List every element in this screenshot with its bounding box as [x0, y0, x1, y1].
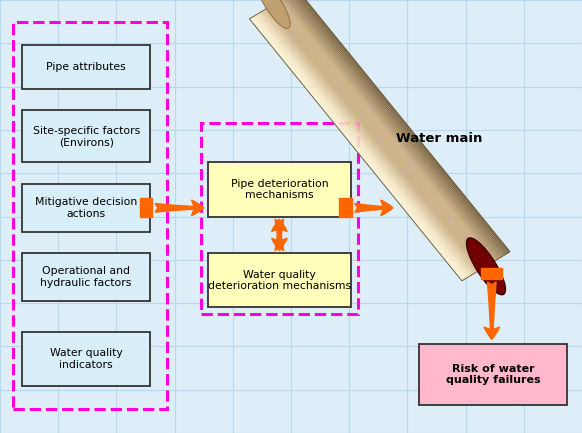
Polygon shape — [294, 0, 508, 254]
Polygon shape — [265, 9, 479, 271]
Text: Pipe attributes: Pipe attributes — [46, 62, 126, 72]
Polygon shape — [270, 6, 484, 268]
FancyBboxPatch shape — [419, 344, 567, 405]
Polygon shape — [262, 10, 476, 273]
Text: Site-specific factors
(Environs): Site-specific factors (Environs) — [33, 126, 140, 147]
Polygon shape — [281, 0, 494, 262]
Polygon shape — [254, 15, 468, 278]
Ellipse shape — [466, 238, 506, 295]
Polygon shape — [287, 0, 501, 259]
FancyBboxPatch shape — [22, 253, 150, 301]
Polygon shape — [286, 0, 499, 259]
Polygon shape — [288, 0, 502, 258]
FancyBboxPatch shape — [208, 253, 351, 307]
Polygon shape — [250, 18, 463, 281]
Polygon shape — [269, 6, 482, 269]
FancyBboxPatch shape — [22, 184, 150, 232]
Polygon shape — [283, 0, 497, 261]
Polygon shape — [268, 7, 481, 270]
Polygon shape — [258, 13, 471, 276]
Polygon shape — [267, 8, 480, 271]
Text: Pipe deterioration
mechanisms: Pipe deterioration mechanisms — [231, 179, 328, 200]
FancyBboxPatch shape — [339, 198, 352, 217]
Text: Mitigative decision
actions: Mitigative decision actions — [35, 197, 137, 219]
Polygon shape — [255, 15, 469, 277]
Polygon shape — [274, 3, 487, 266]
FancyBboxPatch shape — [22, 110, 150, 162]
Polygon shape — [251, 17, 464, 280]
Polygon shape — [282, 0, 496, 261]
Polygon shape — [277, 1, 491, 264]
Polygon shape — [261, 11, 475, 274]
Polygon shape — [293, 0, 506, 255]
FancyBboxPatch shape — [481, 268, 502, 279]
Polygon shape — [296, 0, 510, 252]
Polygon shape — [271, 5, 485, 268]
FancyBboxPatch shape — [208, 162, 351, 216]
Polygon shape — [276, 2, 489, 265]
Text: Risk of water
quality failures: Risk of water quality failures — [446, 364, 541, 385]
Text: Operational and
hydraulic factors: Operational and hydraulic factors — [40, 266, 132, 288]
Text: Water quality
deterioration mechanisms: Water quality deterioration mechanisms — [208, 270, 351, 291]
FancyBboxPatch shape — [22, 45, 150, 89]
FancyBboxPatch shape — [140, 198, 152, 217]
Polygon shape — [264, 10, 478, 272]
Polygon shape — [278, 1, 492, 263]
Polygon shape — [285, 0, 498, 260]
Polygon shape — [289, 0, 503, 257]
Polygon shape — [272, 4, 486, 267]
Text: Water main: Water main — [396, 132, 482, 145]
Polygon shape — [253, 16, 467, 279]
Polygon shape — [259, 12, 473, 275]
Polygon shape — [292, 0, 505, 255]
Polygon shape — [290, 0, 504, 256]
Polygon shape — [252, 17, 466, 279]
Text: Water quality
indicators: Water quality indicators — [49, 349, 122, 370]
Polygon shape — [257, 14, 470, 277]
Polygon shape — [279, 0, 493, 263]
Polygon shape — [260, 12, 474, 274]
Ellipse shape — [257, 0, 290, 29]
FancyBboxPatch shape — [22, 332, 150, 386]
Polygon shape — [295, 0, 509, 253]
Polygon shape — [275, 3, 488, 265]
